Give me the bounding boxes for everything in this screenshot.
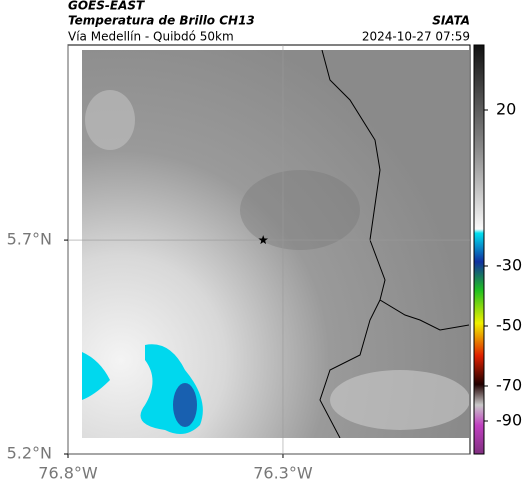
y-tick-label: 5.7°N xyxy=(7,230,52,249)
satellite: GOES-EAST xyxy=(68,0,145,13)
colorbar-label: -30 xyxy=(496,256,522,275)
product: Temperatura de Brillo CH13 xyxy=(68,14,255,28)
imagery xyxy=(82,50,469,438)
x-tick-label: 76.3°W xyxy=(253,464,313,483)
region: Vía Medellín - Quibdó 50km xyxy=(68,30,234,44)
source: SIATA xyxy=(432,14,470,28)
colorbar-label: 20 xyxy=(496,100,516,119)
colorbar xyxy=(473,44,485,455)
colorbar-label: -70 xyxy=(496,376,522,395)
y-tick-label: 5.2°N xyxy=(7,444,52,463)
colorbar-label: -50 xyxy=(496,316,522,335)
location-marker xyxy=(258,235,268,245)
datetime: 2024-10-27 07:59 xyxy=(362,30,470,44)
x-tick-label: 76.8°W xyxy=(38,464,98,483)
colorbar-label: -90 xyxy=(496,411,522,430)
